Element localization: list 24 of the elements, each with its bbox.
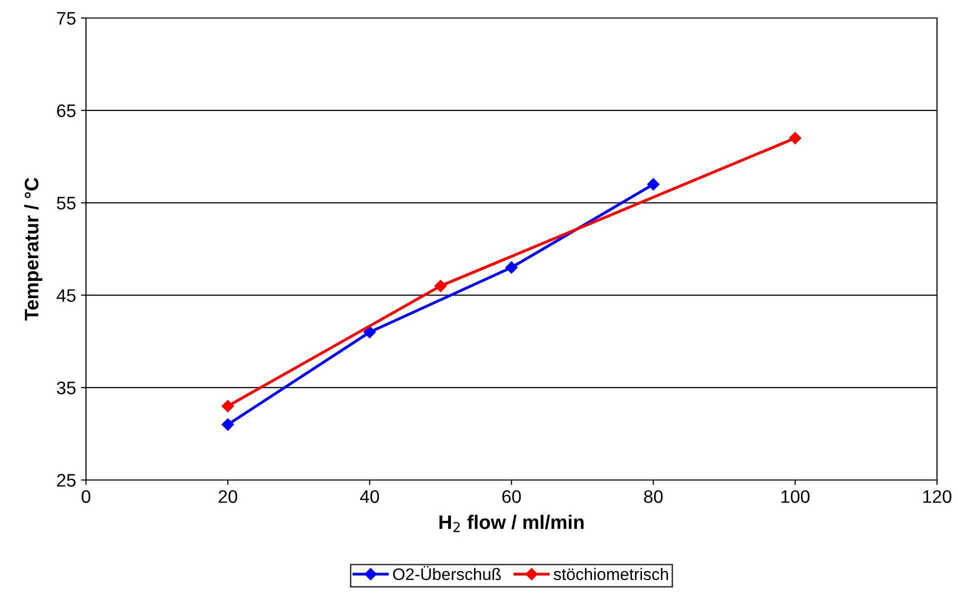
point	[505, 261, 518, 274]
y-tick-label: 65	[57, 104, 76, 118]
y-tick-label: 35	[56, 382, 76, 394]
x-axis-title: H$_{2}$ flow / ml/min	[439, 514, 584, 532]
point	[434, 280, 447, 292]
x-tick-label: 20	[218, 490, 238, 503]
point	[789, 132, 802, 144]
y-tick-label: 55	[56, 196, 76, 210]
legend-label: stöchiometrisch	[554, 568, 668, 580]
x-tick-label: 60	[502, 490, 521, 503]
point	[222, 400, 234, 412]
x-tick-label: 40	[360, 490, 380, 503]
y-tick-label: 75	[57, 12, 76, 25]
x-tick-label: 100	[781, 490, 810, 503]
point	[364, 326, 376, 338]
x-tick-label: 80	[644, 490, 663, 503]
point	[222, 418, 234, 431]
y-axis-title: Temperatur / °C	[24, 178, 42, 321]
y-tick-label: 25	[57, 474, 76, 487]
x-tick-label: 120	[923, 490, 952, 503]
y-tick-label: 45	[56, 289, 76, 302]
legend-label: O2-Überschuß	[393, 566, 501, 580]
point	[647, 178, 660, 190]
x-tick-label: 0	[82, 490, 90, 503]
